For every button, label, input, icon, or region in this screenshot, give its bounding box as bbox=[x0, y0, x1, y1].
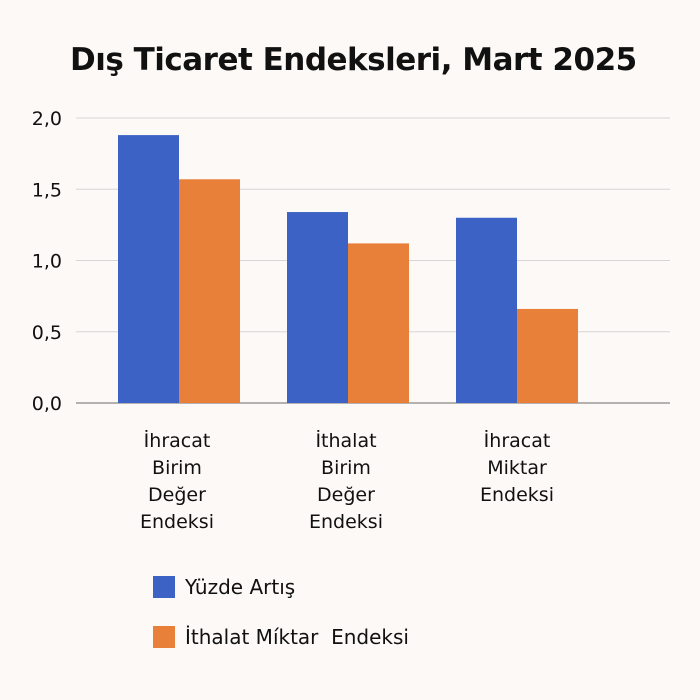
x-category-label: İhracat Birim Değer Endeksi bbox=[140, 429, 214, 533]
legend-swatch-series-0 bbox=[153, 576, 175, 598]
legend-item-series-1: İthalat Míktar Endeksi bbox=[153, 624, 409, 650]
bar-series-0-cat-2 bbox=[456, 217, 517, 403]
legend-label-series-0: Yüzde Artış bbox=[185, 575, 296, 599]
y-tick-label: 1,5 bbox=[32, 179, 62, 201]
x-category-label-line: Endeksi bbox=[140, 511, 214, 533]
bar-series-0-cat-0 bbox=[118, 135, 179, 403]
bar-series-1-cat-1 bbox=[348, 243, 409, 403]
x-category-label-line: Birim bbox=[321, 457, 371, 479]
x-category-label-line: İhracat bbox=[144, 429, 211, 452]
bar-series-0-cat-1 bbox=[287, 212, 348, 403]
x-category-label-line: Miktar bbox=[487, 457, 547, 479]
x-category-label-line: İhracat bbox=[484, 429, 551, 452]
y-tick-label: 0,5 bbox=[32, 322, 62, 344]
legend-label-series-1: İthalat Míktar Endeksi bbox=[185, 625, 409, 649]
x-category-label: İthalat Birim Değer Endeksi bbox=[309, 429, 383, 533]
legend-item-series-0: Yüzde Artış bbox=[153, 574, 409, 600]
y-tick-label: 1,0 bbox=[32, 251, 62, 273]
bar-series-1-cat-2 bbox=[517, 308, 578, 403]
chart-legend: Yüzde Artış İthalat Míktar Endeksi bbox=[153, 574, 409, 674]
x-category-label-line: Birim bbox=[152, 457, 202, 479]
x-category-label-line: Değer bbox=[148, 484, 206, 506]
y-tick-label: 2,0 bbox=[32, 108, 62, 130]
bar-series-1-cat-0 bbox=[179, 179, 240, 403]
legend-swatch-series-1 bbox=[153, 626, 175, 648]
y-tick-label: 0,0 bbox=[32, 393, 62, 415]
chart-title: Dış Ticaret Endeksleri, Mart 2025 bbox=[70, 42, 637, 78]
x-category-label-line: Değer bbox=[317, 484, 375, 506]
x-category-label-line: Endeksi bbox=[480, 484, 554, 506]
x-category-label: İhracat Miktar Endeksi bbox=[480, 429, 554, 506]
x-category-label-line: Endeksi bbox=[309, 511, 383, 533]
x-category-label-line: İthalat bbox=[315, 429, 376, 452]
